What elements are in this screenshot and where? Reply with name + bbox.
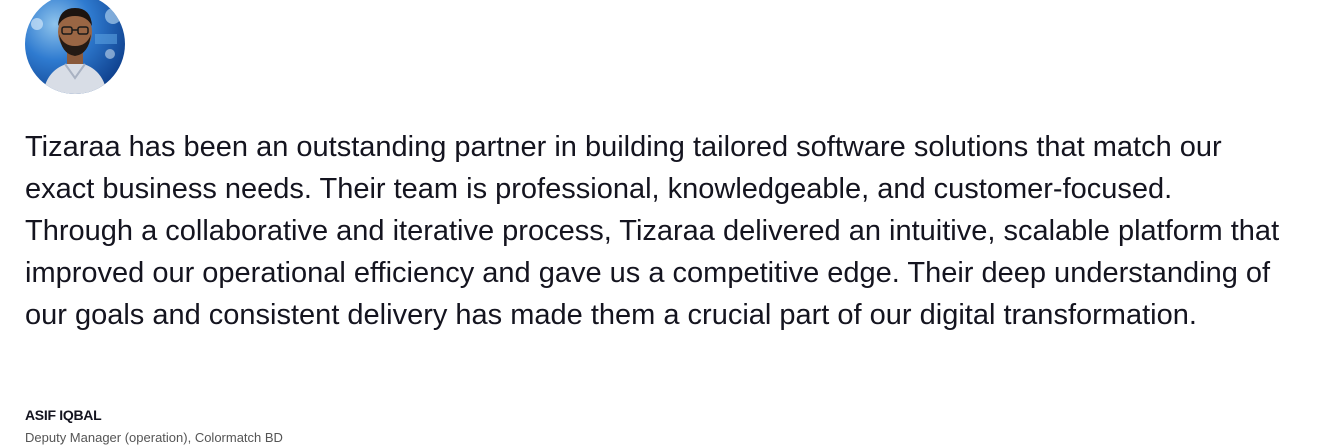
testimonial-quote: Tizaraa has been an outstanding partner …	[25, 131, 1280, 331]
author-avatar	[25, 0, 125, 94]
author-name: ASIF IQBAL	[25, 407, 102, 423]
author-role: Deputy Manager (operation), Colormatch B…	[25, 430, 283, 445]
avatar-photo	[25, 0, 125, 94]
